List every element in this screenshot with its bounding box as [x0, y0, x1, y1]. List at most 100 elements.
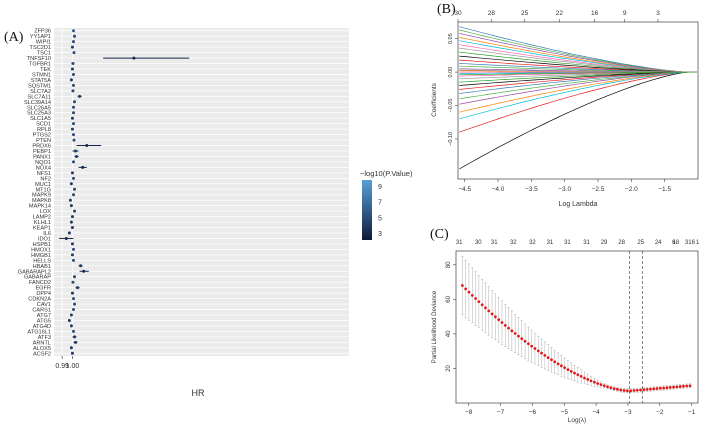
deviance-point: [533, 347, 537, 350]
legend-tick-label: 7: [378, 200, 382, 207]
hr-point: [71, 193, 75, 197]
hr-point: [71, 122, 75, 126]
gene-label: LOX: [40, 209, 51, 215]
deviance-point: [559, 364, 563, 368]
deviance-point: [599, 383, 603, 387]
panel-a-legend-ticks: 9 7 5 3: [378, 184, 382, 238]
x-tick-label: −1.5: [658, 186, 671, 193]
panel-a-xtick-label: 1.00: [66, 363, 80, 370]
x-tick-label: −8: [465, 409, 473, 416]
gene-label: ATF3: [38, 335, 51, 341]
gene-label: ARNTL: [33, 340, 51, 346]
gene-label: GABARAPL2: [18, 269, 51, 275]
panel-a-marks: [59, 29, 190, 355]
deviance-point: [645, 388, 649, 391]
gene-label: KEAP1: [33, 226, 51, 232]
hr-point: [70, 226, 74, 230]
top-tick-label: 18: [672, 240, 679, 246]
deviance-point: [556, 362, 560, 366]
deviance-point: [586, 378, 590, 381]
coefficient-path: [459, 71, 697, 76]
hr-point: [71, 176, 75, 180]
deviance-point: [682, 384, 685, 388]
gene-label: GABARAP: [24, 275, 51, 281]
deviance-point: [490, 312, 494, 316]
deviance-point: [540, 351, 543, 355]
hr-point: [70, 127, 74, 131]
hr-point: [71, 160, 75, 164]
gene-label: IL6: [43, 231, 51, 237]
deviance-point: [497, 318, 501, 322]
deviance-point: [569, 369, 573, 373]
top-tick-label: 22: [556, 10, 564, 17]
hr-point: [72, 51, 76, 55]
top-tick-label: 3: [656, 10, 660, 17]
deviance-point: [639, 388, 642, 392]
deviance-point: [474, 297, 477, 300]
deviance-point: [589, 379, 593, 383]
deviance-point: [675, 385, 679, 389]
hr-point: [71, 247, 75, 251]
gene-label: MAPK8: [32, 198, 51, 204]
deviance-point: [503, 323, 507, 327]
gene-label: PRDX6: [32, 144, 51, 150]
top-tick-label: 28: [618, 240, 625, 246]
panel-a-legend-title: −log10(P.Value): [360, 169, 413, 178]
deviance-point: [602, 384, 606, 388]
legend-tick-label: 3: [378, 231, 382, 238]
panel-a: (A) ZFP36YY1AP1WIPI1TSC2D1TSC1TNFSF10TGF…: [4, 28, 413, 398]
deviance-point: [546, 356, 550, 360]
gene-label: CARS1: [32, 308, 51, 314]
hr-point: [70, 351, 74, 355]
hr-point: [78, 94, 82, 98]
hr-point: [69, 220, 73, 224]
deviance-point: [500, 321, 504, 324]
deviance-point: [573, 371, 576, 375]
gene-label: TSC1: [37, 51, 51, 57]
hr-point: [71, 133, 75, 137]
hr-point: [69, 204, 73, 208]
gene-label: PTGS2: [33, 133, 51, 139]
hr-point: [70, 45, 74, 49]
panel-b-axes: −4.5 −4.0 −3.5 −3.0 −2.5 −2.0 −1.5 −0.10 −0.05 0.…: [448, 10, 671, 193]
gene-label: TNFSF10: [27, 56, 51, 62]
deviance-point: [480, 303, 484, 307]
coefficient-path: [459, 71, 697, 100]
top-tick-label: 29: [601, 240, 608, 246]
gene-label: EGFR: [35, 286, 51, 292]
deviance-point: [484, 306, 487, 310]
x-tick-label: −6: [529, 409, 537, 416]
hr-point: [71, 83, 75, 87]
hr-point: [67, 231, 71, 235]
hr-point: [76, 286, 80, 290]
panel-c-xlabel: Log(λ): [568, 417, 586, 424]
coefficient-path: [459, 71, 697, 90]
gene-label: RPL8: [37, 127, 51, 133]
gene-label: NQO1: [35, 160, 51, 166]
deviance-point: [635, 388, 639, 392]
gene-label: HMGB1: [31, 253, 51, 259]
gene-label: TEK: [40, 67, 51, 73]
deviance-point: [652, 387, 656, 391]
deviance-point: [523, 339, 527, 343]
top-tick-label: 9: [623, 10, 627, 17]
x-tick-label: −5: [561, 409, 569, 416]
top-tick-label: 28: [488, 10, 496, 17]
top-tick-label: 24: [655, 240, 662, 246]
panel-b-xlabel: Log Lambda: [559, 201, 598, 208]
gene-label: FANCD2: [29, 280, 51, 286]
hr-point: [70, 215, 74, 219]
hr-point: [69, 78, 73, 82]
panel-c-plot-frame: [455, 250, 699, 404]
coefficient-path: [459, 71, 697, 133]
deviance-point: [550, 358, 553, 362]
deviance-point: [553, 360, 557, 364]
panel-c-ylabel: Partial Likelihood Deviance: [432, 290, 438, 363]
deviance-point: [642, 388, 646, 392]
deviance-point: [460, 284, 464, 287]
deviance-point: [606, 385, 609, 389]
gene-label: MT1G: [35, 187, 51, 193]
